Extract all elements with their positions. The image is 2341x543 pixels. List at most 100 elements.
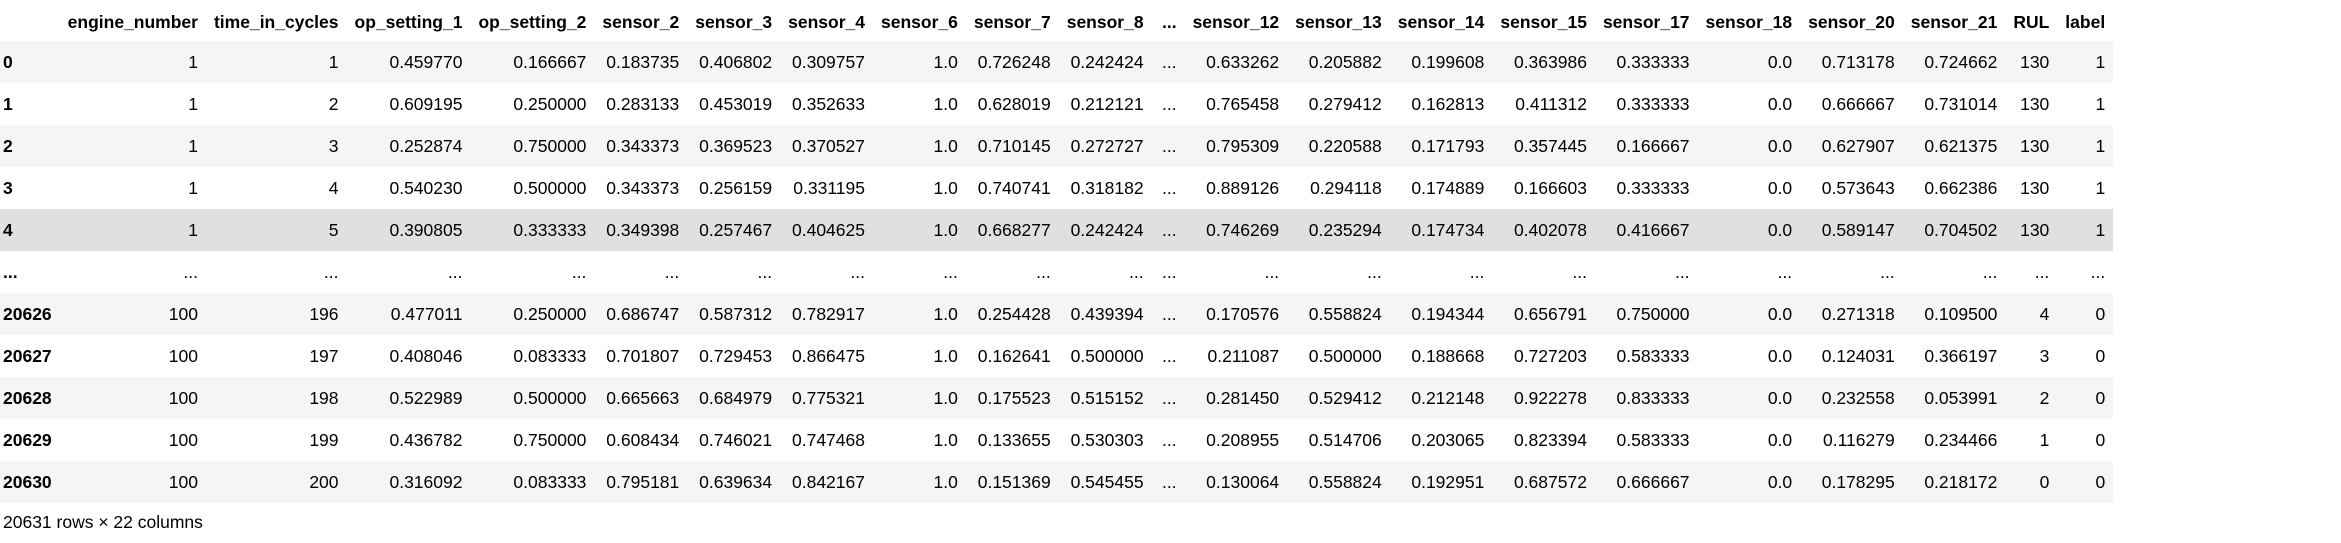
table-cell: ... (2034, 261, 2050, 282)
table-cell: 0.212121 (1070, 93, 1144, 114)
table-cell: 0.366197 (1924, 345, 1998, 366)
table-cell: 0.687572 (1513, 471, 1587, 492)
table-cell: 0.628019 (977, 93, 1051, 114)
table-cell: 0.256159 (699, 177, 773, 198)
row-index: 20630 (3, 471, 52, 492)
table-cell: 0.608434 (606, 429, 680, 450)
table-cell: 0.500000 (1070, 345, 1144, 366)
column-header: label (2065, 11, 2106, 32)
table-cell: 0.724662 (1924, 51, 1998, 72)
table-cell: 0.633262 (1206, 51, 1280, 72)
table-cell: 0.0 (1767, 345, 1793, 366)
column-header: RUL (2013, 11, 2050, 32)
table-cell: 0.130064 (1206, 471, 1280, 492)
table-cell: 0.587312 (699, 303, 773, 324)
table-cell: 1 (2095, 219, 2106, 240)
column-header: sensor_18 (1705, 11, 1793, 32)
table-cell: ... (1161, 261, 1177, 282)
table-cell: 0.171793 (1411, 135, 1485, 156)
table-cell: 0.922278 (1513, 387, 1587, 408)
table-cell: ... (1161, 51, 1177, 72)
table-cell: 0.0 (1767, 471, 1793, 492)
table-cell: ... (1161, 345, 1177, 366)
table-cell: 1 (2095, 93, 2106, 114)
table-cell: 0.083333 (513, 471, 587, 492)
table-cell: 2 (2039, 387, 2050, 408)
table-cell: 1 (2095, 177, 2106, 198)
table-cell: 0.252874 (389, 135, 463, 156)
table-cell: 0.178295 (1821, 471, 1895, 492)
table-cell: 0.279412 (1308, 93, 1382, 114)
table-cell: ... (1161, 471, 1177, 492)
table-cell: 0.656791 (1513, 303, 1587, 324)
table-cell: 0.889126 (1206, 177, 1280, 198)
table-cell: 0.0 (1767, 303, 1793, 324)
table-cell: 0 (2095, 303, 2106, 324)
table-cell: 0.162813 (1411, 93, 1485, 114)
table-row: 0 1 1 0.459770 0.166667 0.183735 0.406802 0.309… (0, 41, 2114, 83)
table-cell: 1.0 (933, 51, 958, 72)
table-cell: 0.254428 (977, 303, 1051, 324)
table-cell: 0.402078 (1513, 219, 1587, 240)
table-row: 20627 100 197 0.408046 0.083333 0.701807 0.729… (0, 335, 2114, 377)
table-cell: ... (183, 261, 198, 282)
table-cell: 1 (2095, 135, 2106, 156)
table-cell: 0 (2039, 471, 2050, 492)
table-cell: 0.589147 (1821, 219, 1895, 240)
table-cell: 100 (168, 471, 198, 492)
table-cell: 0.459770 (389, 51, 463, 72)
table-cell: 100 (168, 345, 198, 366)
column-header: time_in_cycles (213, 11, 339, 32)
column-header: sensor_3 (695, 11, 773, 32)
table-cell: 0.621375 (1924, 135, 1998, 156)
table-cell: 0.250000 (513, 93, 587, 114)
table-cell: 4 (328, 177, 339, 198)
table-cell: 0.331195 (793, 177, 865, 198)
table-cell: 1 (188, 177, 198, 198)
table-row: 3 1 4 0.540230 0.500000 0.343373 0.256159 0.331… (0, 167, 2114, 209)
column-header: ... (1161, 11, 1177, 32)
table-cell: ... (2090, 261, 2106, 282)
table-cell: 0.833333 (1616, 387, 1690, 408)
row-index: 3 (3, 177, 13, 198)
table-cell: 0.124031 (1821, 345, 1895, 366)
table-cell: ... (943, 261, 958, 282)
table-cell: 0.684979 (699, 387, 773, 408)
table-cell: 0.166667 (1616, 135, 1690, 156)
table-cell: 0.205882 (1308, 51, 1382, 72)
column-header: sensor_14 (1397, 11, 1485, 32)
column-header: sensor_7 (973, 11, 1051, 32)
table-cell: 100 (168, 387, 198, 408)
table-cell: 1 (2095, 51, 2106, 72)
table-cell: 0.211087 (1207, 345, 1280, 366)
row-index: 2 (3, 135, 13, 156)
column-header: op_setting_1 (354, 11, 463, 32)
table-cell: 2 (328, 93, 339, 114)
table-cell: 0.151369 (977, 471, 1051, 492)
table-row: ........................................… (0, 251, 2114, 293)
table-cell: 0.166667 (513, 51, 587, 72)
table-cell: 0.294118 (1310, 177, 1382, 198)
table-cell: 0.175523 (977, 387, 1051, 408)
table-cell: 0.740741 (977, 177, 1051, 198)
table-cell: 0.363986 (1513, 51, 1587, 72)
table-cell: 0.408046 (389, 345, 463, 366)
column-header: sensor_21 (1910, 11, 1998, 32)
table-cell: ... (757, 261, 773, 282)
table-cell: ... (1367, 261, 1382, 282)
table-cell: 0.746021 (699, 429, 773, 450)
table-cell: 0.316092 (389, 471, 463, 492)
table-cell: 0.823394 (1513, 429, 1587, 450)
table-cell: ... (1674, 261, 1690, 282)
table-row: 20626 100 196 0.477011 0.250000 0.686747 0.587… (0, 293, 2114, 335)
table-cell: 0.170576 (1206, 303, 1280, 324)
column-header: sensor_8 (1066, 11, 1144, 32)
table-cell: 0.558824 (1308, 303, 1382, 324)
table-cell: 0.234466 (1924, 429, 1998, 450)
table-cell: ... (1161, 135, 1177, 156)
table-cell: 0.500000 (513, 387, 587, 408)
table-cell: 0.795181 (606, 471, 680, 492)
table-cell: 1 (188, 93, 198, 114)
table-cell: ... (1572, 261, 1587, 282)
row-index: 20629 (3, 429, 52, 450)
